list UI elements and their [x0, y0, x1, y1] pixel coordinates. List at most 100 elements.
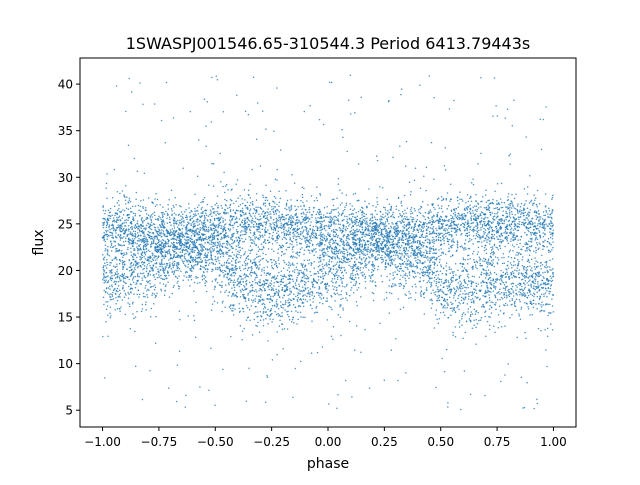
data-point	[357, 224, 360, 226]
data-point	[433, 267, 435, 269]
data-point	[393, 226, 395, 228]
data-point	[411, 249, 413, 252]
data-point	[357, 210, 360, 213]
data-point	[115, 85, 118, 87]
data-point	[301, 276, 303, 279]
data-point	[484, 260, 486, 262]
data-point	[257, 302, 259, 304]
data-point	[440, 240, 442, 242]
data-point	[323, 227, 326, 230]
data-point	[190, 267, 192, 270]
data-point	[255, 274, 258, 276]
data-point	[277, 220, 280, 222]
data-point	[208, 184, 210, 186]
data-point	[535, 266, 538, 269]
data-point	[505, 291, 507, 294]
data-point	[312, 225, 315, 228]
data-point	[226, 259, 229, 262]
data-point	[495, 227, 498, 230]
data-point	[256, 218, 259, 220]
data-point	[359, 250, 361, 252]
data-point	[439, 218, 441, 220]
data-point	[113, 219, 116, 222]
data-point	[387, 237, 390, 239]
data-point	[122, 266, 125, 269]
data-point	[515, 309, 518, 311]
data-point	[470, 200, 473, 203]
data-point	[429, 268, 432, 271]
data-point	[280, 270, 283, 272]
data-point	[529, 238, 532, 240]
data-point	[220, 204, 223, 207]
data-point	[342, 277, 345, 279]
data-point	[448, 281, 450, 284]
data-point	[123, 290, 126, 292]
data-point	[158, 215, 160, 217]
data-point	[512, 264, 515, 267]
data-point	[255, 253, 258, 255]
data-point	[289, 220, 292, 222]
data-point	[434, 314, 437, 316]
data-point	[274, 263, 276, 266]
data-point	[424, 218, 427, 221]
data-point	[152, 223, 155, 225]
data-point	[130, 247, 132, 249]
data-point	[410, 296, 412, 299]
data-point	[406, 233, 408, 235]
data-point	[364, 287, 367, 289]
data-point	[161, 214, 164, 216]
data-point	[163, 278, 166, 281]
data-point	[237, 277, 240, 280]
data-point	[442, 305, 445, 308]
data-point	[145, 224, 148, 227]
data-point	[544, 261, 547, 264]
data-point	[354, 256, 356, 259]
data-point	[411, 233, 413, 235]
data-point	[311, 286, 314, 288]
data-point	[179, 248, 182, 250]
data-point	[297, 235, 299, 237]
data-point	[258, 238, 260, 241]
data-point	[429, 220, 431, 222]
data-point	[180, 222, 183, 224]
data-point	[273, 195, 276, 198]
data-point	[237, 261, 240, 263]
data-point	[336, 278, 339, 281]
data-point	[138, 239, 140, 242]
data-point	[535, 287, 538, 290]
data-point	[524, 219, 526, 221]
data-point	[216, 217, 218, 220]
data-point	[399, 220, 401, 223]
data-point	[229, 305, 232, 307]
data-point	[103, 289, 105, 292]
data-point	[513, 239, 516, 241]
data-point	[510, 238, 512, 240]
data-point	[358, 238, 360, 240]
data-point	[402, 218, 405, 220]
data-point	[515, 276, 518, 278]
data-point	[160, 288, 162, 291]
data-point	[464, 313, 467, 316]
data-point	[540, 283, 543, 285]
data-point	[293, 245, 295, 248]
data-point	[111, 285, 113, 288]
data-point	[138, 296, 140, 298]
data-point	[263, 269, 265, 272]
data-point	[149, 223, 152, 226]
data-point	[491, 237, 493, 240]
data-point	[485, 234, 488, 236]
data-point	[111, 220, 114, 223]
data-point	[477, 234, 480, 236]
data-point	[326, 212, 328, 214]
data-point	[548, 290, 550, 293]
data-point	[492, 248, 494, 250]
data-point	[239, 195, 241, 197]
data-point	[527, 223, 529, 226]
data-point	[548, 207, 550, 210]
data-point	[172, 286, 175, 288]
data-point	[401, 237, 403, 240]
data-point	[513, 197, 516, 200]
data-point	[509, 300, 511, 302]
data-point	[196, 282, 199, 285]
data-point	[468, 234, 471, 237]
